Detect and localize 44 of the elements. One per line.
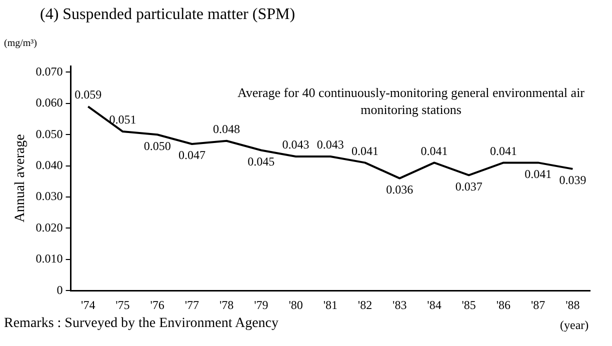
x-tick-label: '85 bbox=[462, 298, 476, 312]
data-label: 0.043 bbox=[316, 138, 344, 152]
x-tick-label: '76 bbox=[150, 298, 164, 312]
x-tick-label: '78 bbox=[219, 298, 234, 312]
chart-title: (4) Suspended particulate matter (SPM) bbox=[40, 6, 296, 24]
data-label: 0.050 bbox=[144, 138, 171, 153]
y-tick-label: 0.050 bbox=[36, 126, 63, 141]
text: Remarks : Surveyed by the Environment Agency bbox=[4, 316, 278, 332]
data-label: 0.036 bbox=[386, 182, 414, 196]
x-tick-label: '82 bbox=[358, 298, 372, 312]
data-label: 0.037 bbox=[455, 179, 482, 194]
data-label: 0.048 bbox=[213, 122, 240, 136]
x-tick-label: '74 bbox=[81, 298, 96, 312]
y-tick-label: 0.020 bbox=[36, 220, 63, 234]
data-label: 0.051 bbox=[109, 112, 136, 127]
x-tick-label: '88 bbox=[566, 298, 580, 312]
data-label: 0.059 bbox=[74, 88, 102, 102]
y-tick-label: 0.060 bbox=[36, 96, 63, 110]
y-axis-title: Annual average bbox=[13, 134, 28, 222]
data-label: 0.043 bbox=[282, 138, 310, 152]
annotation: Average for 40 continuously-monitoring general environmental air monitoring stations bbox=[236, 84, 586, 118]
data-label: 0.041 bbox=[524, 166, 552, 181]
x-tick-label: '79 bbox=[254, 298, 268, 312]
data-label: 0.041 bbox=[490, 144, 517, 158]
x-tick-label: '81 bbox=[323, 298, 338, 312]
x-tick-label: '80 bbox=[288, 298, 303, 312]
x-tick-label: '87 bbox=[530, 298, 546, 312]
y-tick-label: 0.010 bbox=[36, 252, 63, 266]
data-label: 0.039 bbox=[559, 173, 586, 188]
x-tick-label: '86 bbox=[496, 298, 511, 312]
y-tick-label: 0.070 bbox=[36, 64, 63, 78]
y-tick-label: 0 bbox=[56, 282, 63, 297]
x-tick-label: '83 bbox=[392, 298, 407, 312]
y-tick-label: 0.040 bbox=[36, 158, 63, 172]
text: (mg/m³) bbox=[4, 38, 37, 49]
y-tick-label: 0.030 bbox=[36, 189, 63, 204]
data-label: 0.045 bbox=[248, 154, 275, 168]
x-axis-title: (year) bbox=[560, 318, 589, 333]
x-tick-label: '75 bbox=[116, 298, 130, 312]
data-label: 0.047 bbox=[178, 148, 206, 162]
x-tick-label: '84 bbox=[427, 298, 442, 312]
data-label: 0.041 bbox=[352, 144, 379, 158]
data-label: 0.041 bbox=[420, 144, 448, 158]
x-tick-label: '77 bbox=[184, 298, 200, 312]
